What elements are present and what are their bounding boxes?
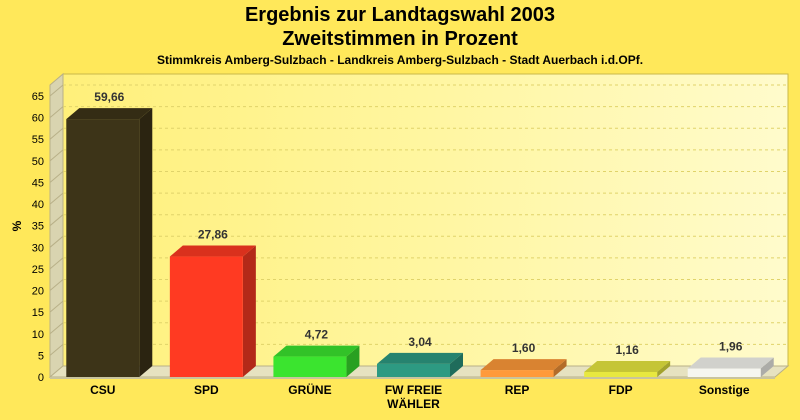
x-tick-label: GRÜNE [288,382,331,397]
bar-top [480,359,567,371]
y-tick-label: 40 [32,199,44,211]
bar [66,119,140,377]
y-tick-label: 10 [32,329,44,341]
y-tick-label: 30 [32,242,44,254]
bar-top [273,345,360,357]
gridline-side [49,127,64,140]
y-tick-label: 20 [32,286,44,298]
data-label: 27,86 [198,228,228,242]
bar-top [584,360,671,372]
x-tick-label: CSU [90,383,115,397]
data-label: 1,96 [719,340,743,354]
data-label: 3,04 [408,335,432,349]
chart-caption: Stimmkreis Amberg-Sulzbach - Landkreis A… [156,53,644,67]
gridline-side [49,171,64,183]
bar-top [687,357,774,369]
gridline-side [49,235,64,248]
y-tick-label: 15 [32,307,44,319]
gridline-side [49,279,64,291]
gridline-side [49,192,64,205]
y-tick-label: 5 [38,350,44,362]
y-tick-label: 60 [32,113,44,125]
plot-floor-edge [50,377,775,379]
data-label: 4,72 [305,328,329,342]
y-tick-label: 45 [32,177,44,189]
bar-top [377,352,463,364]
x-tick-label: Sonstige [699,383,750,397]
bar-top [169,245,256,257]
gridline-side [49,84,64,97]
bar-side [450,352,463,377]
x-tick-label: REP [505,383,530,397]
bar [480,370,554,377]
bar-side [760,357,774,377]
y-tick-label: 55 [32,134,44,146]
gridline-side [49,322,64,335]
bar-side [139,108,153,377]
bar [273,356,347,377]
bar-side [346,345,360,377]
bar-top [66,108,153,120]
gridline-side [49,344,64,356]
x-tick-label: SPD [194,383,219,397]
bar [687,368,761,377]
data-label: 1,60 [512,341,536,355]
bar [169,256,243,377]
bar [584,371,658,377]
x-tick-label: FW FREIE [385,383,442,397]
bar [377,363,450,377]
gridline-side [49,300,64,313]
y-tick-label: 50 [32,156,44,168]
y-tick-label: 0 [38,372,44,384]
bar-side [657,360,671,377]
data-label: 59,66 [94,90,124,104]
chart-title: Ergebnis zur Landtagswahl 2003 [244,4,556,26]
gridline-side [49,214,64,227]
y-tick-label: 25 [32,264,44,276]
gridline-side [49,149,64,162]
data-label: 1,16 [615,343,639,357]
gridline-side [49,257,64,270]
bar-side [553,359,567,377]
y-tick-label: 35 [32,221,44,233]
chart-subtitle: Zweitstimmen in Prozent [282,28,518,50]
x-tick-label: WÄHLER [387,396,440,411]
x-tick-label: FDP [609,383,633,397]
y-tick-label: 65 [32,91,44,103]
bar-side [242,245,256,377]
gridline-side [49,106,64,118]
y-axis-label: % [10,220,24,231]
